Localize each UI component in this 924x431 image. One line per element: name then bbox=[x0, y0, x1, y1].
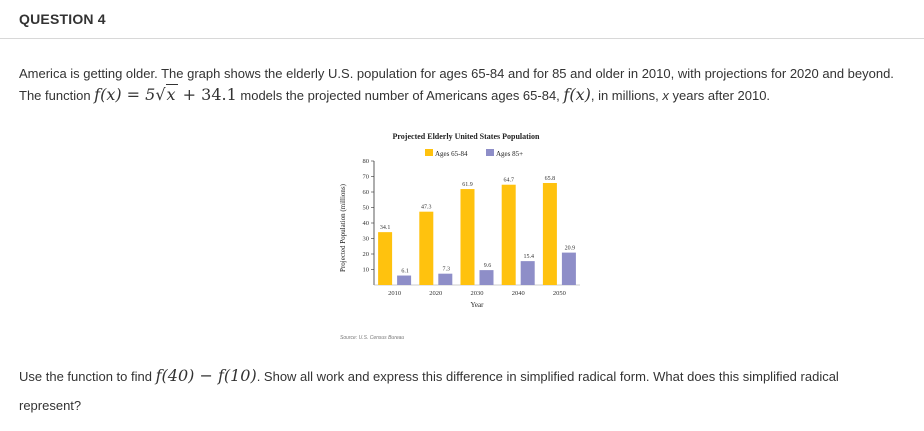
y-axis-label: Projected Population (millions) bbox=[339, 183, 347, 272]
question-header: QUESTION 4 bbox=[0, 0, 924, 39]
y-tick-label: 40 bbox=[363, 220, 370, 227]
question-intro: America is getting older. The graph show… bbox=[19, 63, 914, 106]
bar bbox=[479, 270, 494, 285]
y-tick-label: 80 bbox=[363, 158, 370, 165]
y-tick-label: 70 bbox=[363, 174, 370, 181]
x-axis-label: Year bbox=[471, 301, 485, 309]
bar bbox=[520, 261, 535, 285]
x-tick-label: 2020 bbox=[429, 290, 442, 297]
function-expression: f(x) = 5√x + 34.1 bbox=[94, 84, 237, 104]
legend-swatch bbox=[425, 149, 433, 156]
x-tick-label: 2040 bbox=[512, 290, 525, 297]
legend-label: Ages 85+ bbox=[496, 150, 523, 158]
chart-title: Projected Elderly United States Populati… bbox=[392, 132, 540, 141]
bar bbox=[378, 232, 393, 285]
x-variable: x bbox=[662, 88, 669, 103]
y-tick-label: 20 bbox=[363, 251, 370, 258]
legend-label: Ages 65-84 bbox=[435, 150, 468, 158]
bar bbox=[561, 252, 576, 285]
bar-value-label: 34.1 bbox=[380, 225, 391, 231]
x-tick-label: 2030 bbox=[471, 290, 484, 297]
bar bbox=[419, 211, 434, 285]
fx-symbol: f(x) bbox=[563, 85, 591, 104]
bar bbox=[438, 273, 453, 285]
y-tick-label: 50 bbox=[363, 205, 370, 212]
y-tick-label: 10 bbox=[363, 267, 370, 274]
bar bbox=[460, 189, 475, 285]
bar-value-label: 61.9 bbox=[462, 182, 473, 188]
x-tick-label: 2050 bbox=[553, 290, 566, 297]
bar-value-label: 64.7 bbox=[503, 178, 514, 184]
population-chart: Projected Elderly United States Populati… bbox=[336, 128, 596, 350]
y-tick-label: 60 bbox=[363, 189, 370, 196]
chart-svg: Ages 65-84 Ages 85+1020304050607080Projec… bbox=[339, 149, 580, 309]
bar-value-label: 20.9 bbox=[565, 246, 576, 252]
ask-text-2: . Show all work and express this differe… bbox=[256, 369, 839, 384]
legend-swatch bbox=[486, 149, 494, 156]
bar-value-label: 7.3 bbox=[443, 267, 451, 273]
bar-value-label: 15.4 bbox=[523, 254, 534, 260]
bar-value-label: 6.1 bbox=[401, 269, 409, 275]
ask-text-3: represent? bbox=[19, 398, 82, 413]
ask-expression: f(40) − f(10) bbox=[155, 366, 257, 385]
function-rhs: + 34.1 bbox=[177, 85, 237, 104]
ask-text-1: Use the function to find bbox=[19, 369, 156, 384]
bar bbox=[397, 275, 412, 285]
x-tick-label: 2010 bbox=[388, 290, 401, 297]
bar-value-label: 47.3 bbox=[421, 205, 432, 211]
function-lhs: f(x) = 5 bbox=[94, 85, 156, 104]
intro-text-2: models the projected number of Americans… bbox=[236, 88, 564, 103]
function-radicand: x bbox=[165, 84, 178, 104]
bar-value-label: 65.8 bbox=[545, 176, 556, 182]
bar-value-label: 9.6 bbox=[484, 263, 492, 269]
intro-text-3: , in millions, bbox=[590, 88, 663, 103]
bar bbox=[542, 183, 557, 285]
bar bbox=[501, 184, 516, 285]
intro-text-4: years after 2010. bbox=[668, 88, 771, 103]
y-tick-label: 30 bbox=[363, 236, 370, 243]
question-prompt: Use the function to find f(40) − f(10). … bbox=[19, 367, 914, 386]
intro-text-1: America is getting older. The graph show… bbox=[19, 66, 894, 103]
radical-sign: √x bbox=[155, 84, 178, 104]
source-credit: Source: U.S. Census Bureau bbox=[340, 335, 405, 341]
question-title: QUESTION 4 bbox=[19, 11, 106, 27]
